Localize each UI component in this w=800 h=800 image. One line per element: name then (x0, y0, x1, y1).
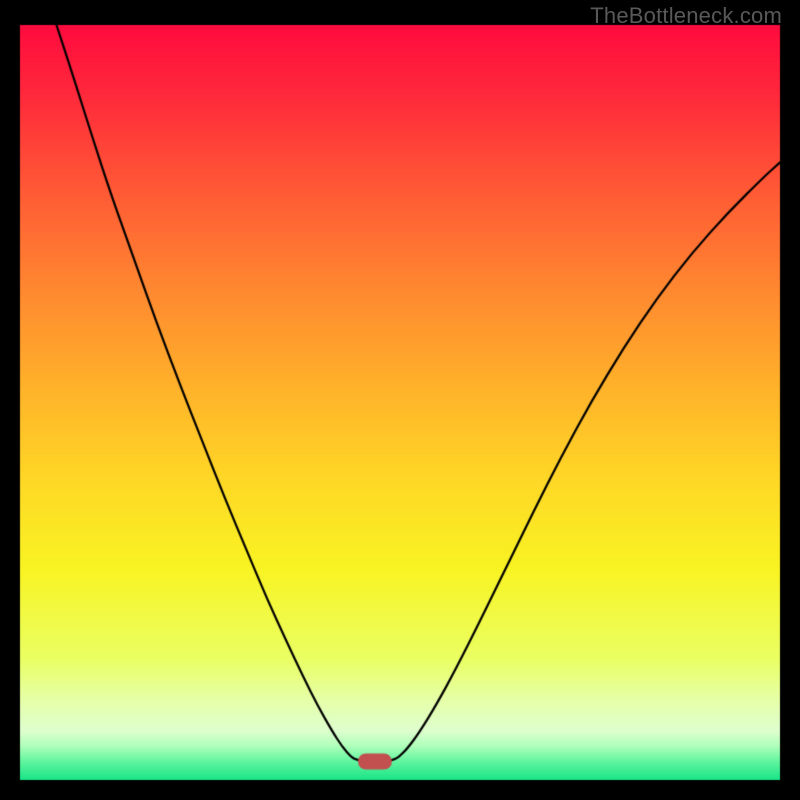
bottleneck-curve-chart (0, 0, 800, 800)
watermark-label: TheBottleneck.com (590, 3, 782, 29)
chart-stage: TheBottleneck.com (0, 0, 800, 800)
